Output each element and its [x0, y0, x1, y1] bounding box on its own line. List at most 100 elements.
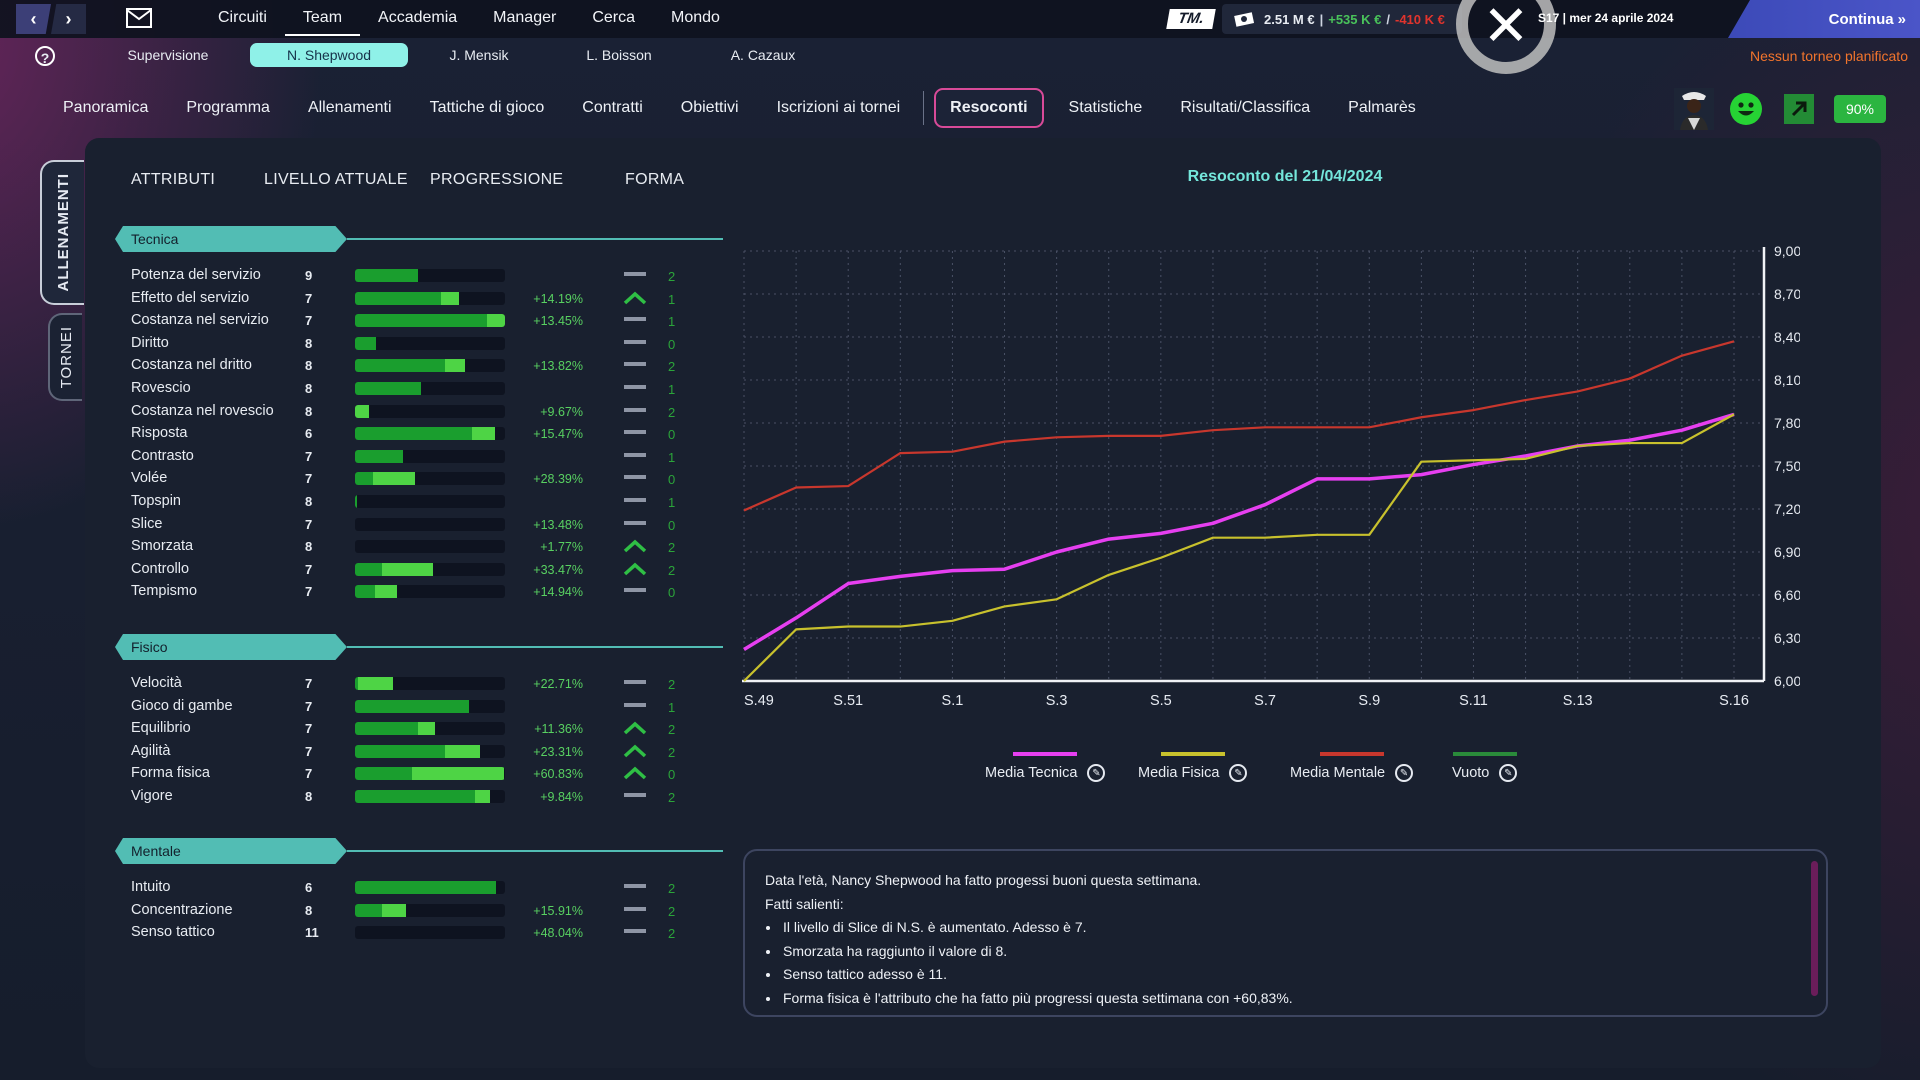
attribute-row[interactable]: Slice 7 +13.48% 0 [115, 513, 723, 536]
progress-bar [355, 540, 505, 554]
tab[interactable]: Palmarès [1348, 99, 1416, 116]
tab[interactable]: Panoramica [63, 99, 149, 116]
player-tab[interactable]: L. Boisson [586, 47, 652, 63]
attribute-row[interactable]: Volée 7 +28.39% 0 [115, 467, 723, 490]
menu-item[interactable]: Circuiti [218, 9, 267, 26]
progress-bar-base [355, 677, 358, 690]
attribute-row[interactable]: Potenza del servizio 9 2 [115, 264, 723, 287]
attribute-row[interactable]: Smorzata 8 +1.77% 2 [115, 535, 723, 558]
attribute-row[interactable]: Topspin 8 1 [115, 490, 723, 513]
player-tab[interactable]: N. Shepwood [250, 43, 408, 67]
avatar[interactable] [1674, 88, 1714, 130]
column-header[interactable]: ATTRIBUTI [131, 171, 216, 188]
pencil-icon[interactable]: ✎ [1229, 764, 1248, 782]
help-icon[interactable]: ? [35, 46, 55, 66]
attribute-row[interactable]: Intuito 6 2 [115, 876, 723, 899]
tab[interactable]: Contratti [582, 99, 643, 116]
legend-item[interactable]: Media Mentale ✎ [1290, 752, 1414, 782]
dash-icon [624, 384, 646, 389]
side-tab-tournaments[interactable]: TORNEI [48, 313, 82, 401]
legend-item[interactable]: Media Fisica ✎ [1138, 752, 1248, 782]
attribute-row[interactable]: Contrasto 7 1 [115, 445, 723, 468]
mail-icon[interactable] [126, 8, 152, 28]
section-rows: Intuito 6 2 Concentrazione 8 +15.91% 2 Senso ta… [115, 876, 723, 944]
tab[interactable]: Risultati/Classifica [1180, 99, 1311, 116]
chevron-up-icon [623, 767, 647, 780]
legend-text: Media Mentale [1290, 765, 1386, 781]
tab[interactable]: Obiettivi [680, 99, 739, 116]
form-value: 0 [668, 767, 676, 783]
tab[interactable]: Programma [186, 99, 270, 116]
legend-item[interactable]: Media Tecnica ✎ [985, 752, 1106, 782]
pencil-icon[interactable]: ✎ [1499, 764, 1518, 782]
progress-bar-gain [382, 903, 406, 917]
player-tab[interactable]: A. Cazaux [730, 47, 796, 63]
attribute-row[interactable]: Equilibrio 7 +11.36% 2 [115, 717, 723, 740]
y-tick-label: 8,40 [1774, 329, 1800, 345]
attribute-row[interactable]: Costanza nel servizio 7 +13.45% 1 [115, 309, 723, 332]
y-tick-label: 7,20 [1774, 501, 1800, 517]
tab[interactable]: Iscrizioni ai tornei [776, 99, 901, 116]
back-arrow-icon[interactable]: ‹ [16, 4, 51, 34]
supervision-tab[interactable]: Supervisione [127, 47, 209, 63]
attribute-level: 7 [305, 313, 313, 329]
close-circle-icon[interactable]: ✕ [1456, 0, 1556, 74]
progress-bar [355, 359, 505, 373]
menu-item[interactable]: Accademia [378, 9, 458, 26]
finance-summary[interactable]: 2.51 M € | +535 K € / -410 K € [1222, 4, 1462, 34]
scrollbar[interactable] [1811, 861, 1818, 996]
attribute-row[interactable]: Concentrazione 8 +15.91% 2 [115, 899, 723, 922]
continue-button[interactable]: Continua » [1728, 0, 1920, 38]
section-header: Fisico [115, 634, 723, 660]
form-value: 2 [668, 540, 676, 556]
attribute-row[interactable]: Gioco di gambe 7 1 [115, 695, 723, 718]
column-header[interactable]: FORMA [625, 171, 685, 188]
player-tab[interactable]: J. Mensik [449, 47, 509, 63]
form-value: 0 [668, 336, 676, 352]
menu-item[interactable]: Team [284, 0, 361, 36]
chevron-up-icon [623, 539, 647, 553]
menu-item[interactable]: Mondo [671, 9, 720, 26]
attribute-row[interactable]: Diritto 8 0 [115, 332, 723, 355]
attribute-name: Diritto [131, 334, 169, 351]
tab[interactable]: Allenamenti [307, 99, 392, 116]
column-header[interactable]: PROGRESSIONE [430, 171, 564, 188]
progress-bar [355, 291, 505, 305]
attribute-row[interactable]: Effetto del servizio 7 +14.19% 1 [115, 287, 723, 310]
attribute-row[interactable]: Costanza nel dritto 8 +13.82% 2 [115, 354, 723, 377]
progress-bar-gain [358, 677, 393, 690]
legend-item[interactable]: Vuoto ✎ [1452, 752, 1518, 782]
attribute-row[interactable]: Tempismo 7 +14.94% 0 [115, 580, 723, 603]
attribute-level: 7 [305, 516, 313, 532]
form-value: 0 [668, 427, 676, 443]
tab[interactable]: Tattiche di gioco [429, 99, 545, 116]
forward-arrow-icon[interactable]: › [51, 4, 86, 34]
attribute-row[interactable]: Senso tattico 11 +48.04% 2 [115, 921, 723, 944]
form-value: 1 [668, 699, 676, 715]
attribute-level: 8 [305, 358, 313, 374]
attribute-row[interactable]: Costanza nel rovescio 8 +9.67% 2 [115, 400, 723, 423]
pencil-icon[interactable]: ✎ [1087, 764, 1106, 782]
progress-bar-gain [418, 722, 435, 736]
attribute-name: Slice [131, 515, 163, 532]
tab[interactable]: Resoconti [934, 88, 1044, 128]
attribute-row[interactable]: Rovescio 8 1 [115, 377, 723, 400]
attribute-name: Tempismo [131, 583, 198, 600]
menu-item[interactable]: Manager [493, 9, 557, 26]
attribute-name: Controllo [131, 560, 190, 577]
continue-label: Continua [1828, 10, 1894, 28]
progress-bar [355, 744, 505, 758]
tab[interactable]: Statistiche [1068, 99, 1143, 116]
chevron-up-icon [623, 291, 647, 304]
column-header[interactable]: LIVELLO ATTUALE [264, 171, 408, 188]
attribute-name: Contrasto [131, 447, 194, 464]
attribute-row[interactable]: Velocità 7 +22.71% 2 [115, 672, 723, 695]
pencil-icon[interactable]: ✎ [1395, 764, 1414, 782]
attribute-row[interactable]: Controllo 7 +33.47% 2 [115, 558, 723, 581]
menu-item[interactable]: Cerca [592, 9, 636, 26]
attribute-row[interactable]: Vigore 8 +9.84% 2 [115, 785, 723, 808]
side-tab-training[interactable]: ALLENAMENTI [40, 160, 84, 305]
attribute-row[interactable]: Agilità 7 +23.31% 2 [115, 740, 723, 763]
attribute-row[interactable]: Forma fisica 7 +60.83% 0 [115, 762, 723, 785]
attribute-row[interactable]: Risposta 6 +15.47% 0 [115, 422, 723, 445]
